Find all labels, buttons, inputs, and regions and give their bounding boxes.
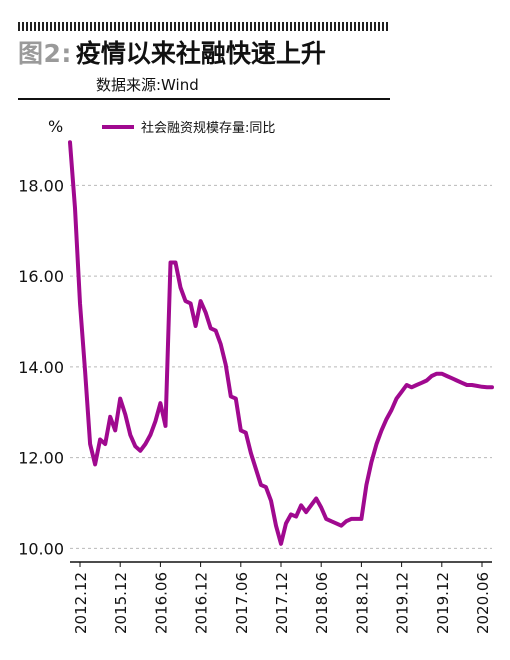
y-tick-label: 14.00 [18,358,64,377]
x-tick-label: 2019.12 [394,572,412,634]
y-axis-unit: % [48,117,63,136]
x-tick-label: 2015.12 [112,572,130,634]
x-tick-label: 2019.12 [434,572,452,634]
chart-title: 疫情以来社融快速上升 [75,39,326,68]
title-hatch-bar [18,22,390,31]
x-tick-label: 2016.06 [152,572,170,634]
x-tick-label: 2012.12 [72,572,90,634]
x-tick-label: 2017.06 [233,572,251,634]
data-source: 数据来源:Wind [96,76,199,94]
figure-label: 图2: [18,39,72,68]
x-tick-label: 2016.12 [193,572,211,634]
x-tick-label: 2018.06 [313,572,331,634]
legend-label: 社会融资规模存量:同比 [141,120,275,136]
series-line [68,140,494,546]
x-tick-label: 2017.12 [273,572,291,634]
x-tick-label: 2018.12 [353,572,371,634]
y-tick-label: 18.00 [18,176,64,195]
x-tick-label: 2020.06 [474,572,492,634]
y-tick-label: 10.00 [18,539,64,558]
title-row: 图2: 疫情以来社融快速上升 [18,34,326,74]
title-underline [18,98,390,100]
y-tick-label: 16.00 [18,267,64,286]
y-tick-label: 12.00 [18,449,64,468]
